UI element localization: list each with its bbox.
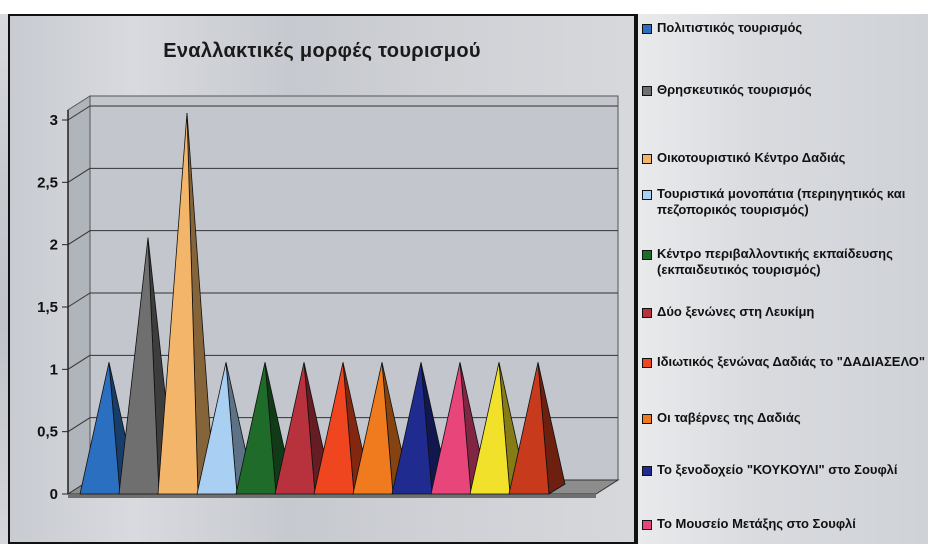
chart-title: Εναλλακτικές μορφές τουρισμού	[163, 40, 481, 62]
legend-label: Θρησκευτικός τουρισμός	[657, 82, 812, 97]
legend-item: Πολιτιστικός τουρισμός	[642, 20, 928, 36]
gridline-depth	[67, 230, 91, 246]
legend-label: Το ξενοδοχείο "ΚΟΥΚΟΥΛΙ" στο Σουφλί	[657, 462, 898, 477]
bar-8	[352, 362, 394, 495]
legend-item: Οικοτουριστικό Κέντρο Δαδιάς	[642, 150, 928, 166]
y-tick-label: 2,5	[37, 174, 58, 191]
legend-item: Τουριστικά μονοπάτια (περιηγητικός και π…	[642, 186, 928, 218]
y-tick-label: 3	[50, 112, 58, 129]
bar-12	[508, 362, 550, 495]
legend-swatch	[642, 86, 652, 96]
legend-label: Πολιτιστικός τουρισμός	[657, 20, 803, 35]
bar-11	[469, 362, 511, 495]
legend-swatch	[642, 154, 652, 164]
gridline-depth	[67, 292, 91, 308]
legend-swatch	[642, 190, 652, 200]
bar-7	[313, 362, 355, 495]
legend-item: Θρησκευτικός τουρισμός	[642, 82, 928, 98]
bar-3	[157, 112, 199, 495]
legend-item: Κέντρο περιβαλλοντικής εκπαίδευσης (εκπα…	[642, 246, 928, 278]
legend-swatch	[642, 358, 652, 368]
legend-item: Το ξενοδοχείο "ΚΟΥΚΟΥΛΙ" στο Σουφλί	[642, 462, 928, 478]
y-tick-label: 0	[50, 486, 58, 503]
legend-label: Τουριστικά μονοπάτια (περιηγητικός και π…	[657, 186, 906, 217]
legend-panel	[636, 14, 928, 544]
legend-label: Το Μουσείο Μετάξης στο Σουφλί	[657, 516, 856, 531]
floor-edge	[68, 494, 596, 498]
legend-item: Δύο ξενώνες στη Λευκίμη	[642, 304, 928, 320]
gridline-depth	[67, 354, 91, 370]
top-strip	[0, 0, 928, 14]
y-tick-label: 2	[50, 237, 58, 254]
legend-swatch	[642, 250, 652, 260]
y-tick-label: 1,5	[37, 299, 58, 316]
bar-10	[430, 362, 472, 495]
bar-9	[391, 362, 433, 495]
legend-swatch	[642, 414, 652, 424]
gridline-depth	[67, 417, 91, 433]
legend-item: Οι ταβέρνες της Δαδιάς	[642, 410, 928, 426]
legend-swatch	[642, 308, 652, 318]
bar-2	[118, 237, 160, 495]
legend-label: Οικοτουριστικό Κέντρο Δαδιάς	[657, 150, 846, 165]
legend-swatch	[642, 466, 652, 476]
gridline-depth	[67, 167, 91, 183]
legend-swatch	[642, 520, 652, 530]
bar-1	[79, 362, 121, 495]
bar-4	[196, 362, 238, 495]
legend-label: Δύο ξενώνες στη Λευκίμη	[657, 304, 815, 319]
legend-item: Ιδιωτικός ξενώνας Δαδιάς το "ΔΑΔΙΑΣΕΛΟ"	[642, 354, 928, 370]
bar-6	[274, 362, 316, 495]
legend-label: Οι ταβέρνες της Δαδιάς	[657, 410, 801, 425]
gridline-depth	[67, 105, 91, 121]
legend-label: Ιδιωτικός ξενώνας Δαδιάς το "ΔΑΔΙΑΣΕΛΟ"	[657, 354, 926, 369]
y-tick-label: 0,5	[37, 424, 58, 441]
legend-label: Κέντρο περιβαλλοντικής εκπαίδευσης (εκπα…	[657, 246, 893, 277]
bar-5	[235, 362, 277, 495]
y-tick-label: 1	[50, 361, 58, 378]
legend-swatch	[642, 24, 652, 34]
legend-item: Το Μουσείο Μετάξης στο Σουφλί	[642, 516, 928, 532]
